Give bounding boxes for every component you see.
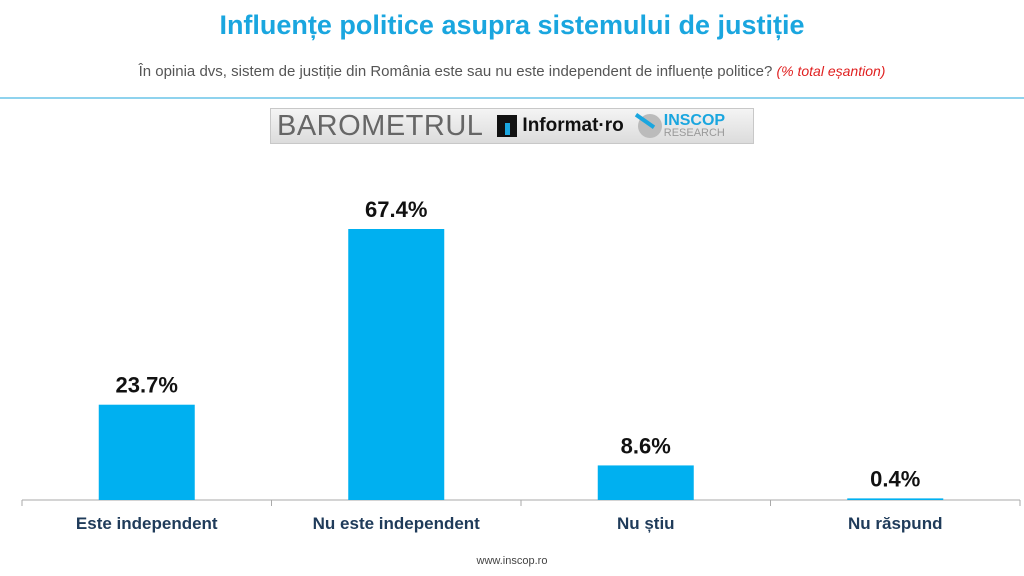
- logo-barometrul: BAROMETRUL: [277, 109, 484, 142]
- subtitle-note: (% total eșantion): [776, 63, 886, 79]
- research-text: RESEARCH: [663, 127, 725, 139]
- category-label: Nu răspund: [848, 514, 942, 533]
- inscop-text: INSCOP: [663, 112, 726, 129]
- logo-banner: BAROMETRUL Informat·ro INSCOP RESEARCH: [270, 108, 754, 144]
- bar: [348, 229, 445, 500]
- category-label: Este independent: [76, 514, 218, 533]
- bar: [98, 404, 195, 500]
- question: În opinia dvs, sistem de justiție din Ro…: [138, 63, 773, 80]
- divider: [0, 97, 1024, 99]
- category-label: Nu este independent: [313, 514, 481, 533]
- chart-title: Influențe politice asupra sistemului de …: [219, 10, 805, 40]
- inscop-icon: [637, 114, 662, 138]
- category-label: Nu știu: [617, 514, 675, 533]
- logo-informat: Informat·ro: [497, 115, 624, 137]
- data-label: 67.4%: [365, 197, 427, 222]
- data-label: 23.7%: [116, 373, 178, 398]
- informat-text: Informat·ro: [522, 115, 624, 136]
- bar: [597, 465, 694, 500]
- data-label: 8.6%: [621, 433, 671, 458]
- logo-inscop: INSCOP RESEARCH: [637, 112, 726, 139]
- data-label: 0.4%: [870, 466, 920, 491]
- footer-url: www.inscop.ro: [476, 555, 548, 567]
- bar: [847, 498, 944, 500]
- chart-subtitle: În opinia dvs, sistem de justiție din Ro…: [0, 63, 1024, 80]
- informat-icon: [497, 115, 518, 137]
